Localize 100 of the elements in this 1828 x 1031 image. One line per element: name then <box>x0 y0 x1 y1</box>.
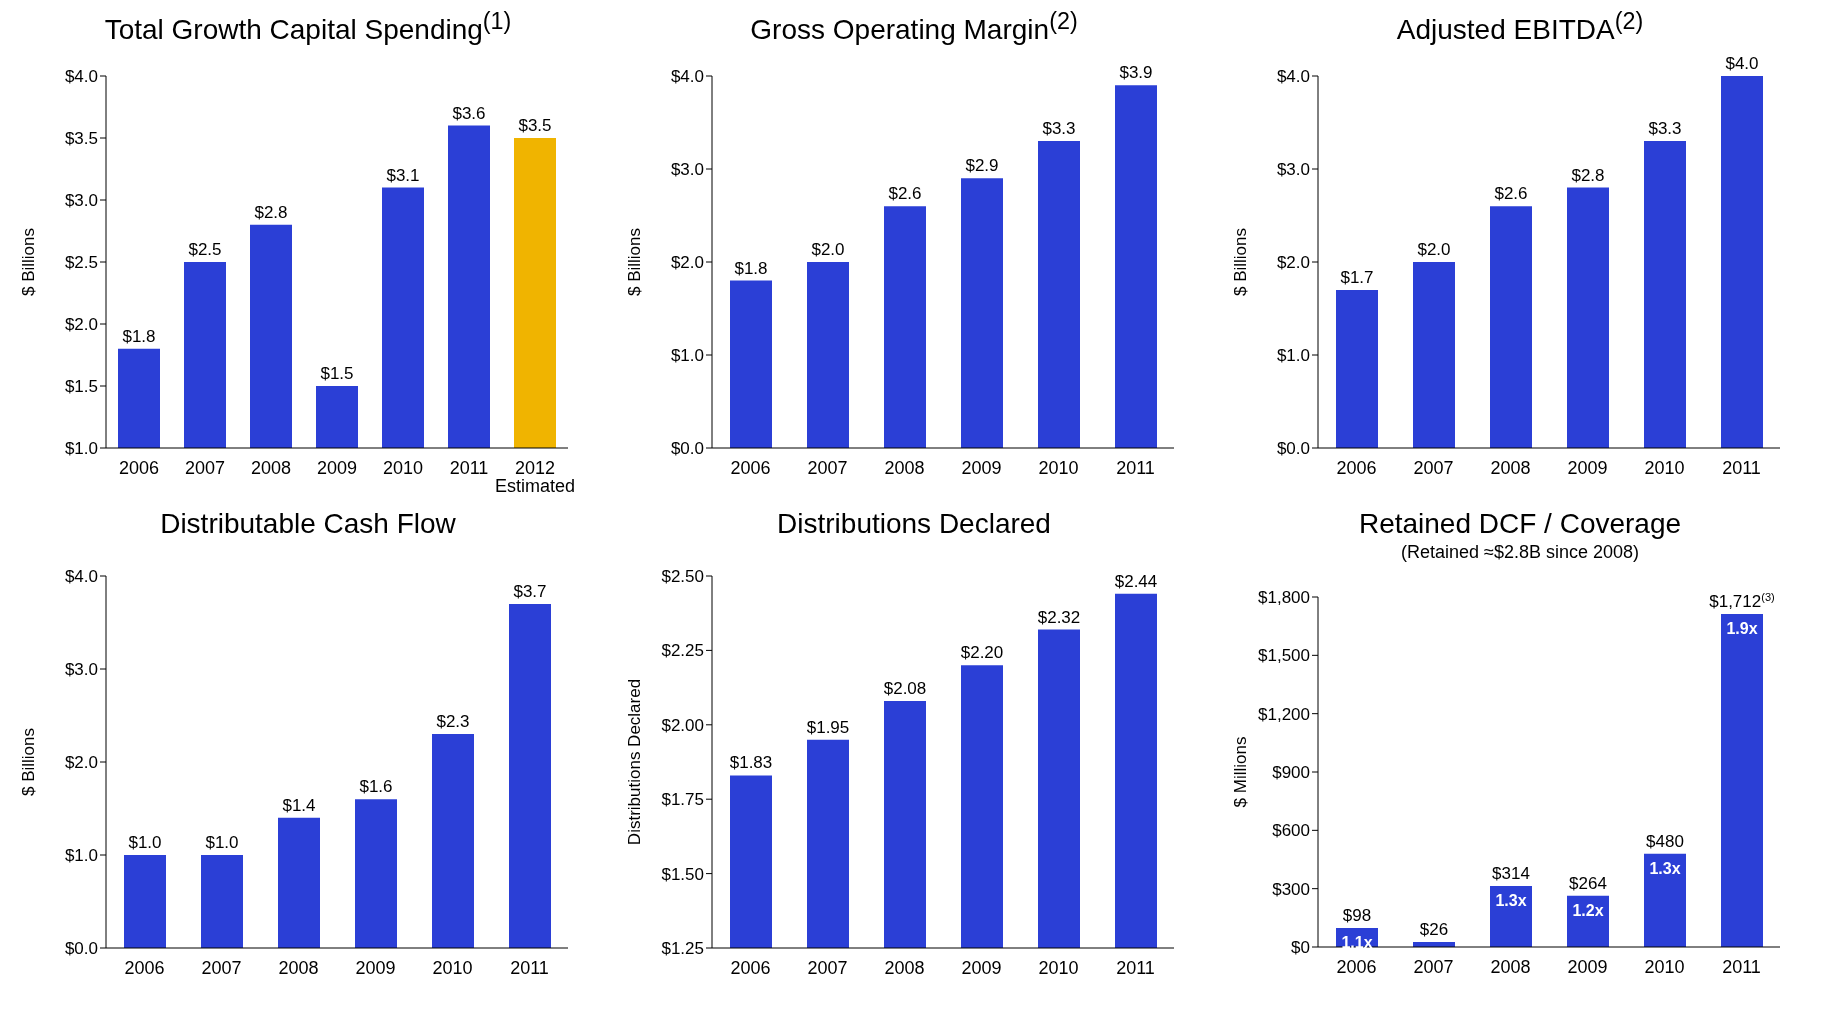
bar <box>1644 141 1686 448</box>
x-tick-label: 2007 <box>807 958 848 978</box>
y-tick-label: $0.0 <box>1276 439 1310 459</box>
data-label: $1.83 <box>729 753 773 773</box>
bar <box>509 603 551 948</box>
chart-title: Gross Operating Margin$^{(2)}$ <box>749 8 1079 46</box>
x-tick-label: 2011 <box>1722 458 1761 478</box>
data-label: $2.0 <box>811 240 845 259</box>
data-label: $2.44 <box>1114 571 1158 591</box>
x-tick-label: 2008 <box>1490 957 1531 977</box>
y-tick-label: $3.5 <box>64 129 98 149</box>
y-axis-title: $ Millions <box>1231 736 1251 808</box>
data-label: $2.20 <box>960 643 1004 663</box>
bar <box>1115 85 1157 448</box>
y-tick-label: $1.0 <box>1276 346 1310 366</box>
y-tick-label: $1,800 <box>1258 588 1310 608</box>
data-label: $1.0 <box>128 833 162 852</box>
data-label: $3.1 <box>386 165 420 185</box>
y-tick-label: $3.0 <box>670 160 704 180</box>
data-label: $1,712$^{(3)}$ <box>1709 591 1775 612</box>
y-tick-label: $1.75 <box>661 790 704 810</box>
bar <box>124 855 166 948</box>
x-tick-label: 2008 <box>884 958 925 978</box>
bar <box>1721 76 1763 448</box>
chart-subtitle: (Retained ≈$2.8B since 2008) <box>1400 542 1640 563</box>
x-tick-label: 2012 Estimated <box>494 458 576 496</box>
data-label: $1.95 <box>806 717 850 737</box>
x-tick-label: 2009 <box>355 958 396 978</box>
x-tick-label: 2009 <box>961 458 1002 478</box>
y-tick-label: $2.5 <box>64 253 98 273</box>
x-tick-label: 2007 <box>1413 458 1454 478</box>
data-label: $3.7 <box>513 581 547 601</box>
data-label: $2.6 <box>888 184 922 204</box>
data-label: $2.08 <box>883 678 927 698</box>
data-label: $264 <box>1569 873 1607 893</box>
y-tick-label: $1,200 <box>1258 704 1310 724</box>
x-tick-label: 2011 <box>1116 958 1155 978</box>
chart-title: Retained DCF / Coverage <box>1357 508 1683 541</box>
x-tick-label: 2011 <box>510 958 549 978</box>
y-tick-label: $3.0 <box>64 191 98 211</box>
x-tick-label: 2010 <box>1644 458 1685 478</box>
chart-title: Total Growth Capital Spending$^{(1)}$ <box>103 8 513 46</box>
x-tick-label: 2011 <box>449 458 489 478</box>
x-tick-label: 2008 <box>884 458 925 478</box>
bar <box>961 178 1003 448</box>
data-label: $2.8 <box>254 202 288 222</box>
annotation: 1.3x <box>1495 891 1527 909</box>
y-tick-label: $0.0 <box>64 939 98 959</box>
x-tick-label: 2006 <box>730 958 771 978</box>
chart-title: Distributions Declared <box>776 508 1052 541</box>
bar <box>730 280 772 448</box>
data-label: $26 <box>1419 919 1449 939</box>
y-tick-label: $1,500 <box>1258 646 1310 666</box>
x-tick-label: 2009 <box>961 958 1002 978</box>
x-tick-label: 2008 <box>1490 458 1531 478</box>
data-label: $4.0 <box>1725 54 1759 73</box>
y-tick-label: $300 <box>1272 879 1310 899</box>
data-label: $1.4 <box>282 795 316 815</box>
x-tick-label: 2010 <box>1038 458 1079 478</box>
y-tick-label: $1.5 <box>64 377 98 397</box>
data-label: $3.3 <box>1648 119 1682 139</box>
annotation: 1.1x <box>1341 933 1373 951</box>
y-tick-label: $3.0 <box>64 660 98 680</box>
data-label: $1.6 <box>359 777 393 797</box>
bar <box>884 206 926 448</box>
data-label: $3.3 <box>1042 119 1076 139</box>
y-tick-label: $0 <box>1291 938 1310 958</box>
data-label: $1.7 <box>1340 267 1374 287</box>
x-tick-label: 2007 <box>184 458 226 478</box>
x-tick-label: 2009 <box>316 458 358 478</box>
data-label: $2.5 <box>188 240 222 259</box>
x-tick-label: 2009 <box>1567 957 1608 977</box>
data-label: $1.8 <box>122 326 156 346</box>
bar <box>1413 262 1455 448</box>
bar <box>1644 853 1686 947</box>
x-tick-label: 2010 <box>382 458 424 478</box>
y-tick-label: $2.0 <box>64 753 98 773</box>
data-label: $2.3 <box>436 712 470 732</box>
bar <box>432 734 474 948</box>
y-tick-label: $3.0 <box>1276 160 1310 180</box>
x-tick-label: 2008 <box>250 458 292 478</box>
data-label: $98 <box>1342 905 1372 925</box>
x-tick-label: 2006 <box>1336 957 1377 977</box>
y-tick-label: $2.25 <box>661 641 704 661</box>
y-tick-label: $2.50 <box>661 567 704 587</box>
y-tick-label: $2.00 <box>661 715 704 735</box>
y-tick-label: $1.0 <box>64 846 98 866</box>
y-tick-label: $2.0 <box>670 253 704 273</box>
data-label: $3.6 <box>452 103 486 123</box>
x-tick-label: 2006 <box>1336 458 1377 478</box>
chart-title: Adjusted EBITDA$^{(2)}$ <box>1395 8 1645 46</box>
data-label: $2.9 <box>965 156 999 176</box>
data-label: $1.8 <box>734 258 768 278</box>
bar <box>1490 206 1532 448</box>
y-axis-title: $ Billions <box>1231 227 1251 297</box>
y-tick-label: $2.0 <box>64 315 98 335</box>
data-label: $2.8 <box>1571 165 1605 185</box>
y-tick-label: $1.50 <box>661 864 704 884</box>
x-tick-label: 2006 <box>730 458 771 478</box>
data-label: $314 <box>1492 863 1530 883</box>
